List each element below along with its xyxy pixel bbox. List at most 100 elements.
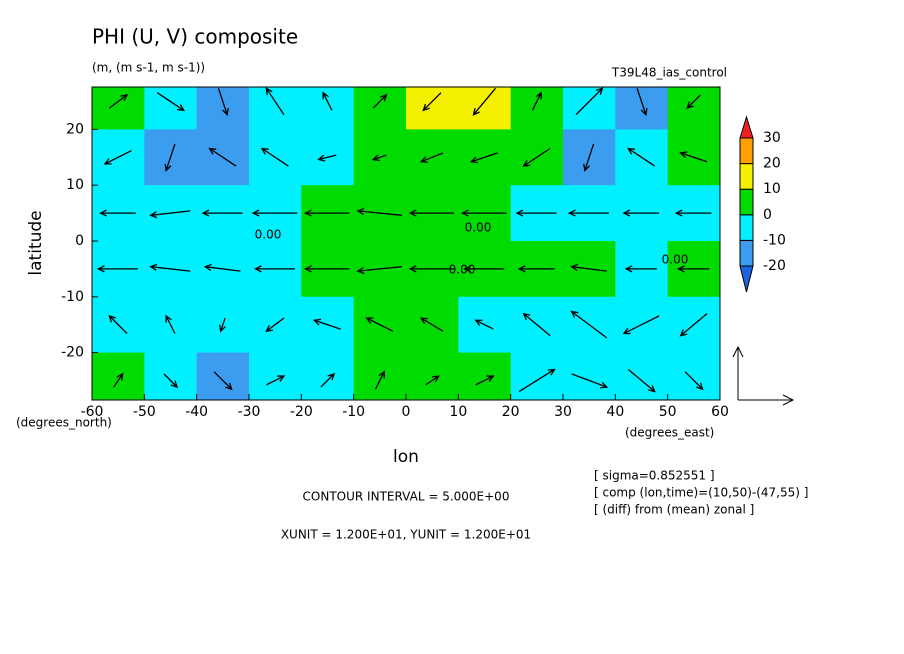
wind-vector [322,91,333,111]
wind-vector [419,317,444,332]
wind-vector [419,152,444,163]
x-tick-label: 0 [402,404,411,420]
field-cell [249,87,302,130]
colorbar-segment [739,188,754,216]
wind-vector [163,373,179,389]
wind-vector [674,209,712,217]
x-tick-label: 50 [659,404,677,420]
wind-vector [624,265,657,273]
wind-vector [474,319,494,330]
wind-vector [165,314,176,334]
x-tick-label: -20 [290,404,313,420]
wind-vector [518,368,556,393]
wind-vector [253,265,295,273]
field-cell [196,87,250,130]
wind-vector [475,375,495,386]
wind-vector [627,147,656,167]
wind-vector [374,370,385,390]
colorbar-segment [739,239,754,267]
x-tick-label: 40 [606,404,624,420]
wind-vector [164,143,176,172]
colorbar-label: 0 [763,207,772,223]
x-tick-label: -40 [185,404,208,420]
field-cell [667,87,720,130]
wind-vector [472,87,496,116]
colorbar-label: -10 [763,232,786,248]
field-cell [615,87,669,130]
field-cell [301,352,355,400]
wind-vector [304,209,350,217]
wind-vector [320,372,336,388]
wind-vector [570,310,608,339]
wind-vector [260,147,289,167]
field-cell [301,87,355,130]
wind-vector [531,91,542,111]
wind-vector [636,88,648,117]
chart-title: PHI (U, V) composite [92,25,298,49]
subtitle: (m, (m s-1, m s-1)) [92,61,205,75]
wind-vector [622,209,660,217]
x-tick-label: -30 [238,404,261,420]
y-tick-label: 0 [75,233,84,249]
y-tick-label: -20 [61,345,84,361]
x-tick-label: -60 [81,404,104,420]
wind-vector [251,209,298,217]
field-cell [249,352,302,400]
wind-vector [372,93,388,109]
field-cell [144,87,198,130]
field-cell [667,352,720,400]
wind-vector [266,375,286,386]
field-cell [458,87,512,130]
wind-vector [469,152,498,164]
colorbar-under [739,265,754,293]
wind-vector [149,210,191,219]
x-tick-label: -10 [342,404,365,420]
x-tick-label: 20 [502,404,520,420]
field-cell [353,87,407,130]
wind-vector [570,263,607,272]
field-cell [510,87,564,130]
x-tick-label: 60 [711,404,729,420]
x-tick-label: 30 [554,404,572,420]
wind-vector [96,265,138,273]
wind-vector [317,154,337,162]
field-cell [563,87,616,130]
wind-vector [108,94,129,109]
field-cell [458,352,512,400]
wind-vector [371,154,387,162]
wind-vector [567,209,609,217]
wind-vector [676,265,710,273]
wind-vector [679,151,708,163]
run-label: T39L48_ias_control [611,66,727,80]
colorbar-label: 20 [763,156,781,172]
colorbar-over [739,115,754,139]
note: [ sigma=0.852551 ] [594,469,715,483]
wind-vector [201,209,243,217]
wind-vector [217,88,229,117]
wind-vector [219,317,226,333]
wind-vector [522,147,551,167]
wind-vector [156,92,185,112]
wind-vector [408,209,455,217]
field-cell [615,352,669,400]
wind-vector [408,265,455,273]
x-tick-label: -50 [133,404,156,420]
vector-units: XUNIT = 1.200E+01, YUNIT = 1.200E+01 [281,528,531,542]
x-axis-label: lon [393,447,419,467]
wind-vector [686,94,701,110]
wind-vector [365,317,394,332]
field-cell [92,87,145,130]
colorbar-segment [739,214,754,241]
plot-area [92,87,720,400]
wind-vector [203,263,241,272]
note: [ comp (lon,time)=(10,50)-(47,55) ] [594,486,808,500]
field-cell [510,352,564,400]
contour-label: 0.00 [255,228,282,242]
wind-vector [99,209,136,217]
contour-label: 0.00 [449,263,476,277]
colorbar-label: 30 [763,130,781,146]
wind-vector [265,87,285,116]
wind-vector [583,143,595,172]
wind-vector [108,314,128,334]
